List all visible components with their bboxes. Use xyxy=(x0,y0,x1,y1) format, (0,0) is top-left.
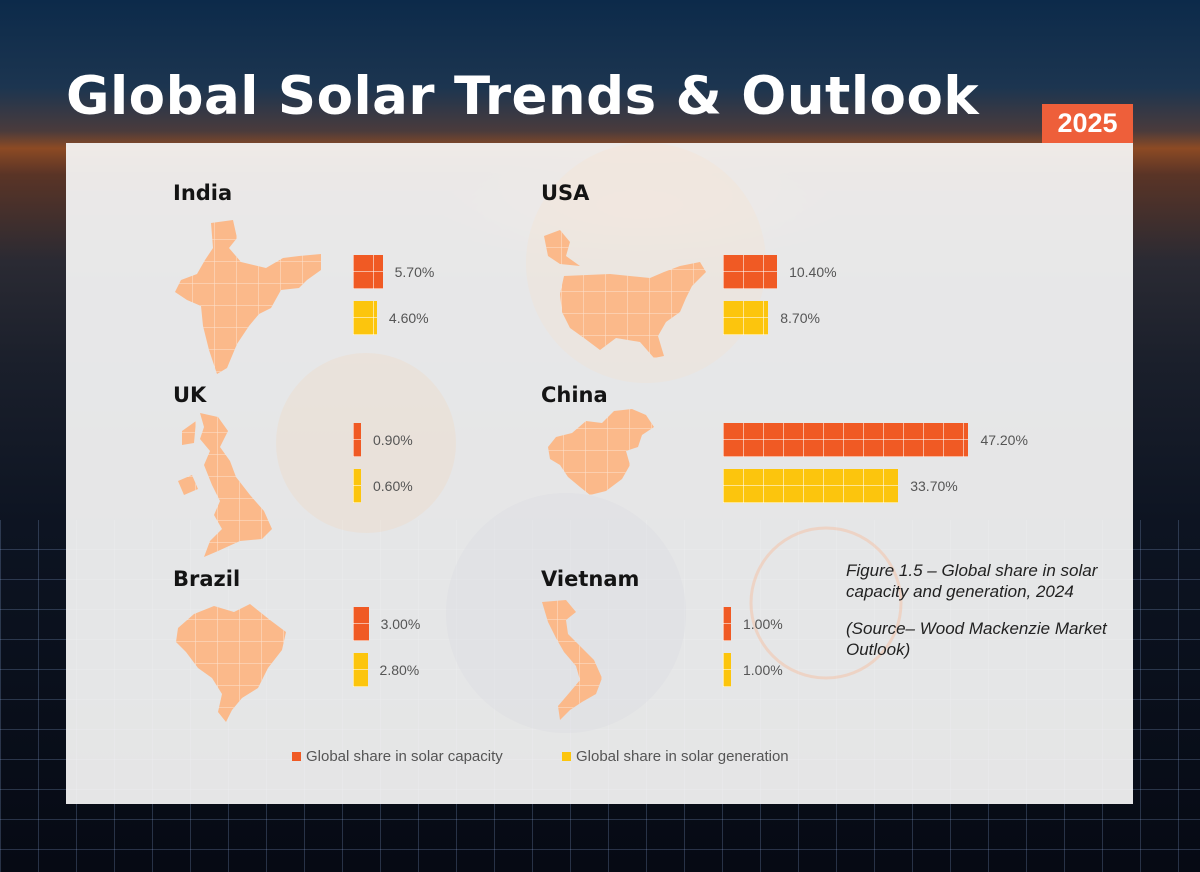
country-label-usa: USA xyxy=(541,181,590,205)
value-generation-brazil: 2.80% xyxy=(379,662,420,678)
bar-capacity-india xyxy=(353,255,383,289)
legend-label-generation: Global share in solar generation xyxy=(576,747,789,765)
india-map-icon xyxy=(175,220,321,374)
figure-caption-title: Figure 1.5 – Global share in solar capac… xyxy=(846,561,1098,601)
figure-caption: Figure 1.5 – Global share in solar capac… xyxy=(846,560,1116,676)
bar-generation-india xyxy=(353,301,377,335)
page-title: Global Solar Trends & Outlook xyxy=(66,66,980,127)
brazil-map-icon xyxy=(176,604,286,722)
figure-caption-source: (Source– Wood Mackenzie Market Outlook) xyxy=(846,619,1107,659)
bar-capacity-uk xyxy=(353,423,361,457)
bar-generation-usa xyxy=(723,301,769,335)
value-capacity-china: 47.20% xyxy=(980,432,1028,448)
value-capacity-brazil: 3.00% xyxy=(380,616,421,632)
legend-item-generation: Global share in solar generation xyxy=(562,746,789,766)
value-generation-india: 4.60% xyxy=(388,310,429,326)
value-generation-uk: 0.60% xyxy=(373,478,413,494)
usa-map-icon xyxy=(544,230,706,358)
value-capacity-vietnam: 1.00% xyxy=(743,616,783,632)
year-badge: 2025 xyxy=(1042,104,1133,143)
value-capacity-usa: 10.40% xyxy=(789,264,837,280)
value-capacity-india: 5.70% xyxy=(394,264,435,280)
bar-generation-brazil xyxy=(353,653,368,687)
value-capacity-uk: 0.90% xyxy=(373,432,413,448)
value-generation-china: 33.70% xyxy=(910,478,958,494)
vietnam-map-icon xyxy=(542,600,602,720)
chart-card: India 5.70% 4.60% USA 10.40% 8.70% UK 0.… xyxy=(66,143,1133,804)
value-generation-vietnam: 1.00% xyxy=(743,662,783,678)
china-map-icon xyxy=(548,409,654,495)
bar-generation-vietnam xyxy=(723,653,731,687)
legend-item-capacity: Global share in solar capacity xyxy=(292,746,503,766)
country-label-india: India xyxy=(173,181,233,205)
uk-map-icon xyxy=(178,413,272,557)
legend-swatch-capacity xyxy=(292,751,301,761)
bar-capacity-vietnam xyxy=(723,607,731,641)
country-label-vietnam: Vietnam xyxy=(541,567,640,591)
value-generation-usa: 8.70% xyxy=(780,310,820,326)
country-label-brazil: Brazil xyxy=(173,567,241,591)
bar-capacity-brazil xyxy=(353,607,369,641)
bar-capacity-usa xyxy=(723,255,778,289)
bar-generation-uk xyxy=(353,469,361,503)
country-label-china: China xyxy=(541,383,608,407)
legend-label-capacity: Global share in solar capacity xyxy=(306,747,503,765)
legend-swatch-generation xyxy=(562,751,571,761)
country-label-uk: UK xyxy=(173,383,207,407)
bar-generation-china xyxy=(723,469,899,503)
bar-capacity-china xyxy=(723,423,969,457)
